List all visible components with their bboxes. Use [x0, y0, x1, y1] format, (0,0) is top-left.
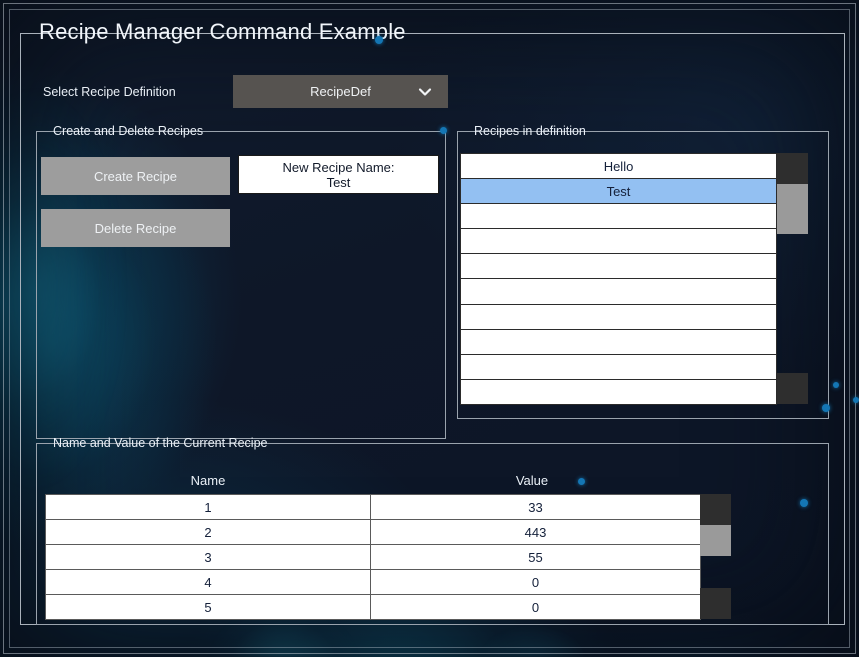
- current-recipe-group-box: Name and Value of the Current Recipe: [36, 436, 829, 625]
- table-row: 2 443: [45, 519, 701, 545]
- accent-dot: [578, 478, 585, 485]
- table-cell-name[interactable]: 4: [45, 569, 371, 595]
- create-delete-group-box: Create and Delete Recipes: [36, 124, 446, 439]
- table-cell-value[interactable]: 55: [370, 544, 701, 570]
- scroll-up-icon[interactable]: [777, 153, 808, 184]
- current-recipe-scrollbar[interactable]: [700, 494, 731, 619]
- recipes-in-definition-group-title: Recipes in definition: [474, 124, 586, 138]
- main-group-box: Recipe Manager Command Example: [20, 19, 845, 625]
- table-row: 1 33: [45, 494, 701, 520]
- list-item[interactable]: [460, 278, 777, 305]
- new-recipe-name-caption: New Recipe Name:: [282, 159, 395, 175]
- scroll-down-icon[interactable]: [777, 373, 808, 404]
- list-item[interactable]: [460, 353, 777, 380]
- accent-dot: [853, 397, 859, 403]
- table-cell-value[interactable]: 443: [370, 519, 701, 545]
- recipes-listbox[interactable]: Hello Test: [460, 153, 808, 405]
- delete-recipe-button[interactable]: Delete Recipe: [41, 209, 230, 247]
- list-item[interactable]: [460, 253, 777, 280]
- table-column-header-value: Value: [515, 473, 549, 488]
- list-item[interactable]: [460, 378, 777, 405]
- list-item[interactable]: [460, 203, 777, 230]
- table-cell-name[interactable]: 5: [45, 594, 371, 620]
- current-recipe-table[interactable]: 1 33 2 443 3 55 4 0 5 0: [45, 494, 731, 620]
- accent-dot: [800, 499, 808, 507]
- accent-dot: [822, 404, 830, 412]
- recipes-in-definition-group-box: Recipes in definition: [457, 124, 829, 419]
- create-delete-group-title: Create and Delete Recipes: [53, 124, 204, 138]
- table-cell-value[interactable]: 0: [370, 569, 701, 595]
- recipes-list-scrollbar[interactable]: [777, 153, 808, 404]
- current-recipe-scroll-track[interactable]: [700, 525, 731, 588]
- recipes-scroll-track[interactable]: [777, 184, 808, 373]
- accent-dot: [375, 36, 383, 44]
- scroll-up-icon[interactable]: [700, 494, 731, 525]
- table-column-header-name: Name: [190, 473, 226, 488]
- scroll-down-icon[interactable]: [700, 588, 731, 619]
- current-recipe-group-title: Name and Value of the Current Recipe: [53, 436, 268, 450]
- accent-dot: [833, 382, 839, 388]
- recipe-definition-dropdown[interactable]: RecipeDef: [233, 75, 448, 108]
- table-cell-name[interactable]: 3: [45, 544, 371, 570]
- accent-dot: [440, 127, 447, 134]
- list-item[interactable]: [460, 228, 777, 255]
- recipes-scroll-thumb[interactable]: [777, 184, 808, 234]
- chevron-down-icon: [418, 85, 432, 99]
- list-item[interactable]: [460, 328, 777, 355]
- recipes-list-rows: Hello Test: [460, 153, 777, 405]
- table-cell-value[interactable]: 33: [370, 494, 701, 520]
- table-cell-name[interactable]: 1: [45, 494, 371, 520]
- current-recipe-scroll-thumb[interactable]: [700, 525, 731, 556]
- create-recipe-button[interactable]: Create Recipe: [41, 157, 230, 195]
- list-item[interactable]: Test: [460, 178, 777, 205]
- recipe-definition-value: RecipeDef: [310, 84, 371, 99]
- table-row: 3 55: [45, 544, 701, 570]
- list-item[interactable]: [460, 303, 777, 330]
- page-title: Recipe Manager Command Example: [39, 19, 406, 44]
- list-item[interactable]: Hello: [460, 153, 777, 180]
- table-cell-value[interactable]: 0: [370, 594, 701, 620]
- table-cell-name[interactable]: 2: [45, 519, 371, 545]
- new-recipe-name-field[interactable]: New Recipe Name: Test: [238, 155, 439, 194]
- current-recipe-table-rows: 1 33 2 443 3 55 4 0 5 0: [45, 494, 701, 620]
- new-recipe-name-value: Test: [326, 174, 351, 190]
- select-recipe-definition-label: Select Recipe Definition: [43, 85, 176, 99]
